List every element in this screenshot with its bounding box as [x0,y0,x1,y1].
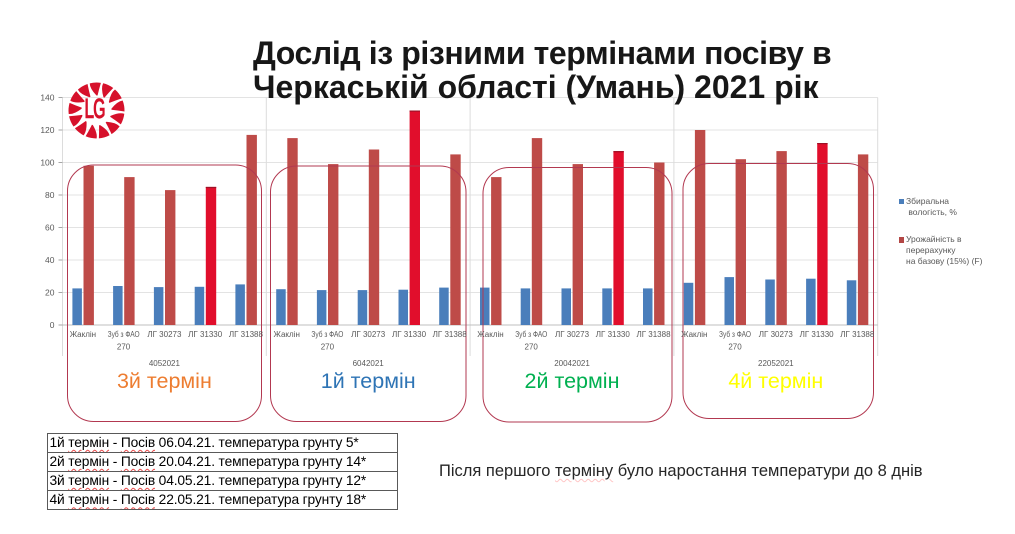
svg-text:ЛГ 31330: ЛГ 31330 [596,330,631,339]
svg-text:ЛГ 31388: ЛГ 31388 [636,330,671,339]
svg-text:ЛГ 30273: ЛГ 30273 [555,330,590,339]
svg-text:Жаклін: Жаклін [681,330,707,339]
svg-text:0: 0 [50,320,55,330]
svg-text:Зуб з ФАО: Зуб з ФАО [719,330,751,339]
svg-text:3й термін: 3й термін [117,369,212,393]
svg-text:Зуб з ФАО: Зуб з ФАО [311,330,343,339]
svg-text:120: 120 [40,125,54,135]
svg-text:40: 40 [45,255,55,265]
svg-text:ЛГ 31330: ЛГ 31330 [392,330,427,339]
svg-text:4052021: 4052021 [149,359,181,368]
svg-text:1й термін: 1й термін [321,369,416,393]
svg-text:Зуб з ФАО: Зуб з ФАО [515,330,547,339]
svg-text:2й термін: 2й термін [525,369,620,393]
svg-text:ЛГ 31388: ЛГ 31388 [229,330,264,339]
svg-text:20: 20 [45,288,55,298]
svg-text:270: 270 [117,343,131,352]
svg-text:ЛГ 31388: ЛГ 31388 [433,330,468,339]
svg-text:4й термін: 4й термін [728,369,823,393]
svg-text:ЛГ 31330: ЛГ 31330 [188,330,223,339]
svg-text:270: 270 [525,343,539,352]
svg-text:6042021: 6042021 [353,359,385,368]
svg-text:140: 140 [40,93,54,103]
svg-text:Жаклін: Жаклін [274,330,300,339]
svg-text:ЛГ 30273: ЛГ 30273 [147,330,182,339]
svg-text:ЛГ 30273: ЛГ 30273 [351,330,386,339]
svg-text:270: 270 [728,343,742,352]
svg-text:Жаклін: Жаклін [477,330,503,339]
svg-text:270: 270 [321,343,335,352]
svg-text:100: 100 [40,158,54,168]
svg-text:Жаклін: Жаклін [70,330,96,339]
svg-text:ЛГ 31330: ЛГ 31330 [800,330,835,339]
svg-text:22052021: 22052021 [758,359,794,368]
svg-text:60: 60 [45,223,55,233]
svg-text:Зуб з ФАО: Зуб з ФАО [108,330,140,339]
svg-text:ЛГ 31388: ЛГ 31388 [840,330,875,339]
svg-text:80: 80 [45,190,55,200]
svg-text:20042021: 20042021 [554,359,590,368]
svg-text:ЛГ 30273: ЛГ 30273 [759,330,794,339]
